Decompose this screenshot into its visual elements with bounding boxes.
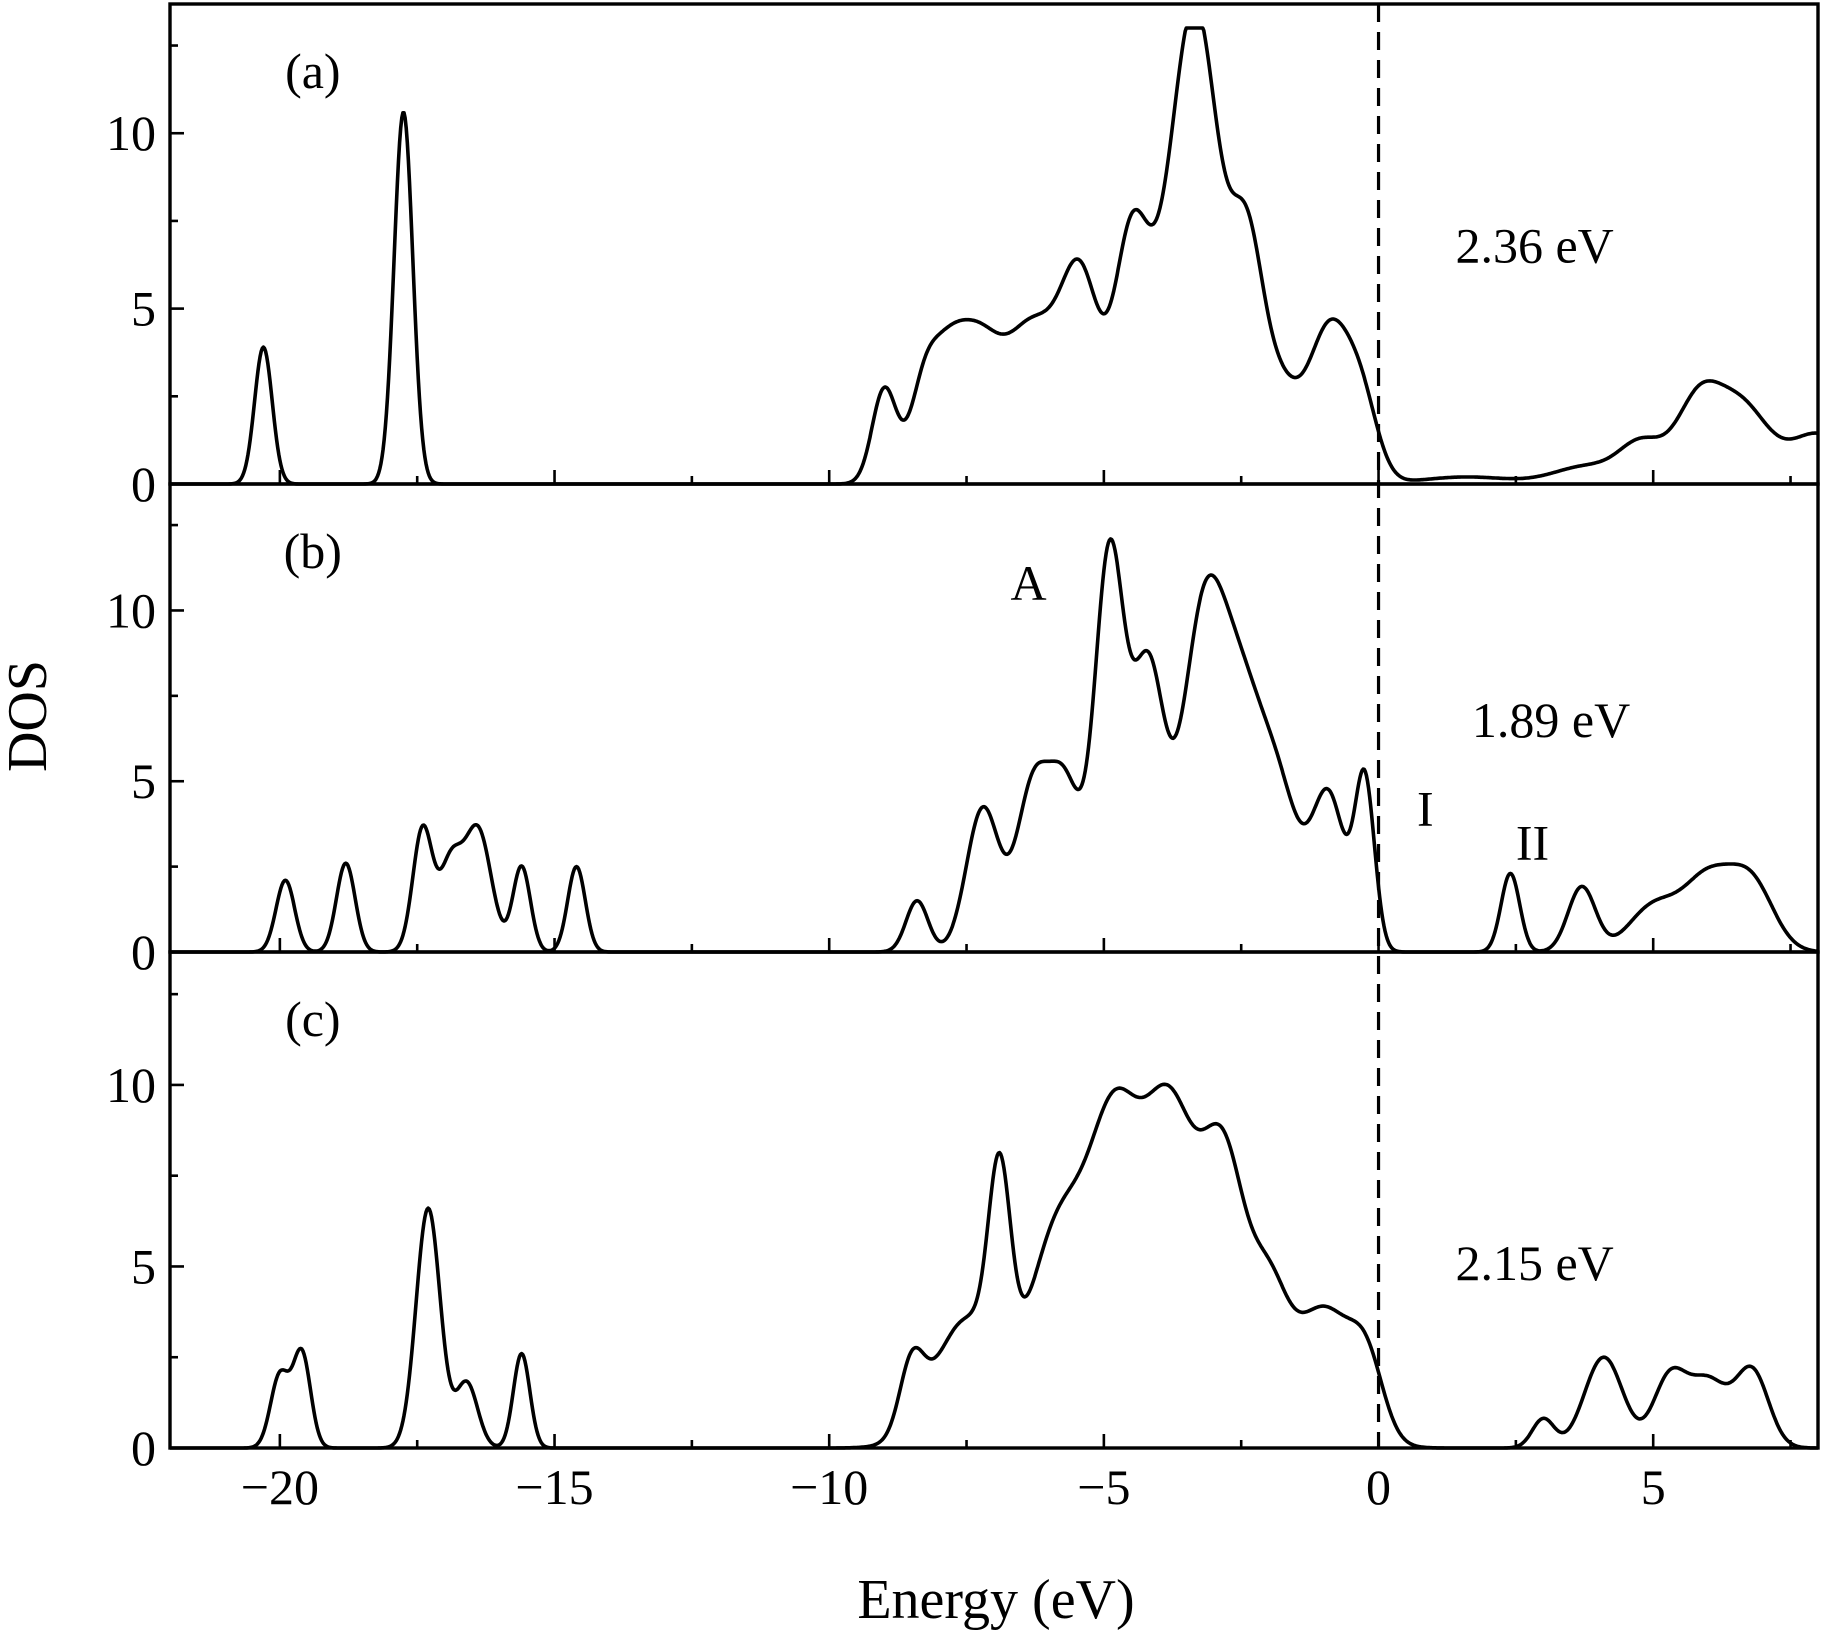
annotation-label: A [1010,555,1046,611]
y-tick-label: 5 [131,753,156,809]
y-tick-label: 0 [131,924,156,980]
panel-label: (c) [285,991,341,1047]
y-tick-label: 10 [106,582,156,638]
annotation-label: 1.89 eV [1472,692,1630,748]
annotation-label: 2.36 eV [1455,217,1613,273]
y-tick-label: 5 [131,1238,156,1294]
panel-label: (a) [285,43,341,99]
x-axis-title: Energy (eV) [857,1569,1134,1631]
y-tick-label: 10 [106,1057,156,1113]
annotation-label: II [1516,815,1549,871]
annotation-label: I [1417,781,1434,837]
panel-frame [168,950,1820,1450]
panel-label: (b) [284,523,342,579]
y-tick-label: 5 [131,281,156,337]
x-tick-label: 0 [1366,1459,1391,1515]
y-axis-title: DOS [0,660,59,772]
x-tick-label: 5 [1641,1459,1666,1515]
y-tick-label: 10 [106,105,156,161]
y-tick-label: 0 [131,1420,156,1476]
y-tick-label: 0 [131,456,156,512]
annotation-label: 2.15 eV [1455,1235,1613,1291]
x-tick-label: −5 [1077,1459,1130,1515]
x-tick-label: −10 [790,1459,868,1515]
x-tick-label: −20 [241,1459,319,1515]
x-tick-label: −15 [515,1459,593,1515]
dos-curve [169,1082,1819,1450]
